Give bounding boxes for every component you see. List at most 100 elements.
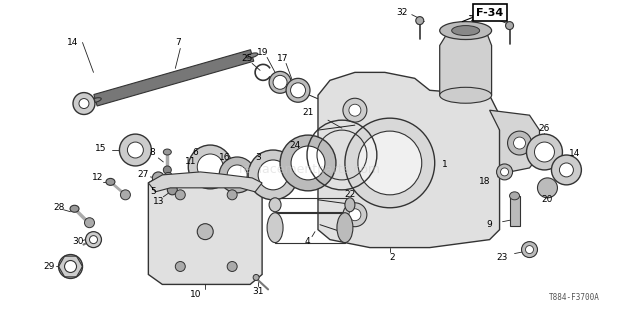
Circle shape bbox=[227, 190, 237, 200]
Ellipse shape bbox=[70, 205, 79, 212]
Ellipse shape bbox=[345, 198, 355, 212]
Text: T884-F3700A: T884-F3700A bbox=[549, 293, 600, 302]
Circle shape bbox=[120, 134, 151, 166]
Ellipse shape bbox=[286, 78, 310, 102]
Text: 16: 16 bbox=[219, 153, 231, 162]
Ellipse shape bbox=[253, 274, 259, 281]
Ellipse shape bbox=[416, 17, 423, 24]
Circle shape bbox=[89, 236, 97, 244]
Ellipse shape bbox=[337, 213, 353, 243]
Ellipse shape bbox=[269, 198, 281, 212]
Text: 15: 15 bbox=[95, 144, 106, 153]
Circle shape bbox=[86, 232, 102, 248]
Ellipse shape bbox=[246, 53, 258, 58]
Circle shape bbox=[349, 209, 361, 221]
Ellipse shape bbox=[505, 22, 513, 29]
Polygon shape bbox=[318, 72, 500, 248]
Circle shape bbox=[58, 255, 82, 278]
Circle shape bbox=[120, 190, 130, 200]
Ellipse shape bbox=[165, 172, 172, 177]
Text: 31: 31 bbox=[252, 287, 264, 296]
Text: 6: 6 bbox=[192, 148, 198, 157]
Circle shape bbox=[248, 150, 298, 200]
Ellipse shape bbox=[163, 149, 171, 155]
Circle shape bbox=[513, 137, 526, 149]
Circle shape bbox=[258, 160, 288, 190]
Circle shape bbox=[559, 163, 574, 177]
Ellipse shape bbox=[269, 71, 291, 93]
Polygon shape bbox=[148, 172, 262, 192]
Text: 5: 5 bbox=[151, 187, 156, 196]
Ellipse shape bbox=[267, 213, 283, 243]
Text: F-34: F-34 bbox=[476, 8, 503, 18]
Polygon shape bbox=[148, 175, 262, 284]
Polygon shape bbox=[490, 110, 539, 172]
Ellipse shape bbox=[510, 192, 520, 200]
Text: 19: 19 bbox=[257, 48, 269, 57]
Text: 21: 21 bbox=[303, 108, 314, 117]
Text: replacementparts.com: replacementparts.com bbox=[239, 163, 381, 176]
Circle shape bbox=[534, 142, 554, 162]
Text: 29: 29 bbox=[43, 262, 55, 271]
Text: 26: 26 bbox=[539, 124, 550, 133]
Circle shape bbox=[343, 98, 367, 122]
Text: 14: 14 bbox=[67, 38, 78, 47]
Text: 20: 20 bbox=[542, 195, 553, 204]
Text: 4: 4 bbox=[304, 237, 310, 246]
Circle shape bbox=[175, 262, 185, 272]
Text: 22: 22 bbox=[344, 190, 355, 199]
Circle shape bbox=[291, 146, 325, 180]
Circle shape bbox=[551, 155, 582, 185]
Text: 23: 23 bbox=[496, 253, 507, 262]
Circle shape bbox=[508, 131, 531, 155]
Ellipse shape bbox=[273, 75, 287, 89]
Circle shape bbox=[521, 241, 538, 258]
Circle shape bbox=[526, 246, 533, 254]
Ellipse shape bbox=[106, 178, 115, 185]
Ellipse shape bbox=[73, 93, 95, 114]
Text: 13: 13 bbox=[153, 197, 164, 206]
Circle shape bbox=[227, 262, 237, 272]
Ellipse shape bbox=[440, 87, 492, 103]
Ellipse shape bbox=[90, 98, 101, 103]
Ellipse shape bbox=[291, 83, 306, 98]
Circle shape bbox=[349, 104, 361, 116]
Text: 14: 14 bbox=[569, 148, 580, 157]
Text: 12: 12 bbox=[92, 173, 103, 182]
Text: 18: 18 bbox=[479, 177, 490, 186]
Text: 17: 17 bbox=[277, 54, 289, 63]
Text: 28: 28 bbox=[53, 203, 64, 212]
Text: 32: 32 bbox=[396, 8, 407, 17]
Circle shape bbox=[345, 118, 435, 208]
Text: 8: 8 bbox=[149, 148, 155, 157]
Text: 27: 27 bbox=[138, 170, 149, 179]
Circle shape bbox=[227, 165, 247, 185]
Text: 33: 33 bbox=[484, 14, 495, 23]
Polygon shape bbox=[94, 50, 254, 106]
Text: 25: 25 bbox=[241, 54, 253, 63]
Circle shape bbox=[526, 134, 562, 170]
Text: 10: 10 bbox=[190, 290, 201, 299]
Polygon shape bbox=[510, 196, 520, 226]
Circle shape bbox=[167, 185, 177, 195]
Text: 30: 30 bbox=[73, 237, 84, 246]
Circle shape bbox=[188, 145, 232, 189]
Ellipse shape bbox=[79, 99, 89, 108]
Text: 1: 1 bbox=[442, 161, 448, 170]
Text: 3: 3 bbox=[255, 153, 261, 162]
Circle shape bbox=[175, 190, 185, 200]
Text: 9: 9 bbox=[487, 220, 492, 229]
Text: 2: 2 bbox=[389, 253, 394, 262]
Ellipse shape bbox=[440, 22, 492, 39]
Text: 24: 24 bbox=[290, 140, 301, 149]
Circle shape bbox=[197, 154, 223, 180]
Ellipse shape bbox=[452, 26, 480, 36]
Circle shape bbox=[163, 166, 171, 174]
Circle shape bbox=[343, 203, 367, 227]
Circle shape bbox=[64, 260, 76, 272]
Text: 11: 11 bbox=[185, 157, 196, 166]
Circle shape bbox=[197, 224, 213, 240]
Circle shape bbox=[280, 135, 336, 191]
Text: 7: 7 bbox=[175, 38, 181, 47]
Circle shape bbox=[219, 157, 255, 193]
